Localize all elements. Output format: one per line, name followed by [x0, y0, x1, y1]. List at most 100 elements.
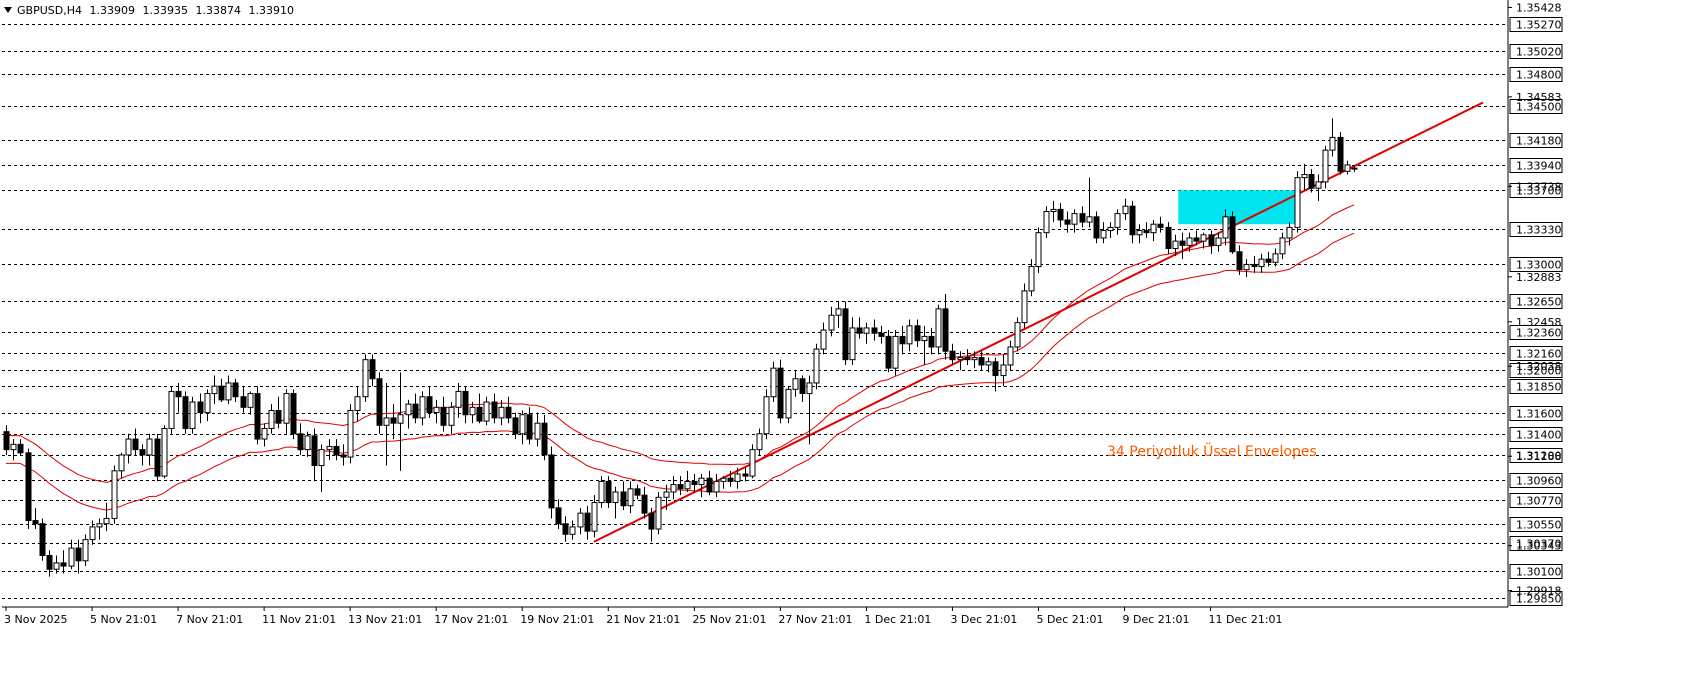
bullish-candle[interactable]: [68, 547, 75, 567]
bullish-candle[interactable]: [684, 480, 691, 490]
bearish-candle[interactable]: [691, 480, 698, 486]
bullish-candle[interactable]: [985, 361, 992, 366]
bearish-candle[interactable]: [1229, 216, 1236, 253]
bullish-candle[interactable]: [161, 427, 168, 477]
bearish-candle[interactable]: [333, 445, 340, 456]
bearish-candle[interactable]: [1064, 219, 1071, 225]
bullish-candle[interactable]: [10, 443, 17, 451]
bearish-candle[interactable]: [25, 452, 32, 522]
bullish-candle[interactable]: [247, 393, 254, 408]
bullish-candle[interactable]: [1172, 240, 1179, 250]
bearish-candle[interactable]: [942, 308, 949, 352]
bearish-candle[interactable]: [290, 393, 297, 435]
bearish-candle[interactable]: [426, 396, 433, 414]
bullish-candle[interactable]: [1272, 253, 1279, 263]
bearish-candle[interactable]: [476, 406, 483, 422]
bullish-candle[interactable]: [1215, 237, 1222, 246]
bullish-candle[interactable]: [820, 329, 827, 350]
bullish-candle[interactable]: [756, 433, 763, 451]
bullish-candle[interactable]: [118, 454, 125, 472]
bullish-candle[interactable]: [1329, 136, 1336, 151]
bullish-candle[interactable]: [1107, 226, 1114, 232]
bullish-candle[interactable]: [261, 427, 268, 440]
bullish-candle[interactable]: [383, 417, 390, 426]
bullish-candle[interactable]: [125, 438, 132, 456]
bullish-candle[interactable]: [1279, 237, 1286, 255]
bullish-candle[interactable]: [1222, 216, 1229, 239]
bullish-candle[interactable]: [770, 367, 777, 398]
bearish-candle[interactable]: [1079, 213, 1086, 223]
bullish-candle[interactable]: [89, 526, 96, 541]
bullish-candle[interactable]: [1186, 237, 1193, 246]
bullish-candle[interactable]: [82, 539, 89, 562]
bearish-candle[interactable]: [275, 409, 282, 424]
bearish-candle[interactable]: [197, 401, 204, 414]
bearish-candle[interactable]: [3, 431, 10, 451]
bullish-candle[interactable]: [655, 496, 662, 530]
bullish-candle[interactable]: [304, 435, 311, 451]
bullish-candle[interactable]: [1258, 258, 1265, 268]
bearish-candle[interactable]: [978, 357, 985, 366]
bearish-candle[interactable]: [175, 390, 182, 398]
bullish-candle[interactable]: [971, 357, 978, 361]
bullish-candle[interactable]: [569, 526, 576, 535]
bearish-candle[interactable]: [491, 401, 498, 419]
bullish-candle[interactable]: [397, 414, 404, 424]
bearish-candle[interactable]: [928, 335, 935, 348]
trendline-line[interactable]: [593, 101, 1484, 543]
bearish-candle[interactable]: [992, 361, 999, 377]
bearish-candle[interactable]: [1193, 237, 1200, 242]
bullish-candle[interactable]: [1150, 223, 1157, 234]
bullish-candle[interactable]: [921, 335, 928, 342]
demand-zone-rect[interactable]: [1178, 190, 1301, 225]
bearish-candle[interactable]: [555, 507, 562, 525]
bullish-candle[interactable]: [1122, 205, 1129, 215]
bullish-candle[interactable]: [347, 409, 354, 458]
bullish-candle[interactable]: [806, 382, 813, 395]
bullish-candle[interactable]: [168, 390, 175, 429]
bearish-candle[interactable]: [390, 417, 397, 424]
bearish-candle[interactable]: [1337, 136, 1344, 172]
bearish-candle[interactable]: [1208, 234, 1215, 246]
bearish-candle[interactable]: [1057, 208, 1064, 221]
bullish-candle[interactable]: [849, 327, 856, 361]
bearish-candle[interactable]: [620, 491, 627, 507]
bearish-candle[interactable]: [462, 390, 469, 416]
bullish-candle[interactable]: [835, 308, 842, 316]
bullish-candle[interactable]: [53, 562, 60, 570]
bullish-candle[interactable]: [111, 470, 118, 519]
bullish-candle[interactable]: [1000, 364, 1007, 377]
bearish-candle[interactable]: [17, 443, 24, 454]
bullish-candle[interactable]: [455, 390, 462, 408]
bearish-candle[interactable]: [727, 477, 734, 482]
bullish-candle[interactable]: [1071, 213, 1078, 225]
bearish-candle[interactable]: [526, 414, 533, 440]
bullish-candle[interactable]: [103, 517, 110, 525]
bearish-candle[interactable]: [240, 396, 247, 408]
bearish-candle[interactable]: [1165, 226, 1172, 250]
bullish-candle[interactable]: [405, 403, 412, 416]
bearish-candle[interactable]: [254, 393, 261, 440]
bullish-candle[interactable]: [670, 484, 677, 493]
bullish-candle[interactable]: [534, 422, 541, 440]
bearish-candle[interactable]: [871, 327, 878, 334]
bearish-candle[interactable]: [1157, 223, 1164, 228]
bearish-candle[interactable]: [541, 422, 548, 456]
bearish-candle[interactable]: [340, 454, 347, 458]
bearish-candle[interactable]: [777, 367, 784, 419]
bullish-candle[interactable]: [189, 401, 196, 429]
bearish-candle[interactable]: [218, 385, 225, 401]
bullish-candle[interactable]: [318, 449, 325, 467]
bullish-candle[interactable]: [1344, 164, 1351, 172]
bearish-candle[interactable]: [369, 359, 376, 380]
bearish-candle[interactable]: [297, 433, 304, 451]
bearish-candle[interactable]: [842, 308, 849, 361]
bullish-candle[interactable]: [469, 406, 476, 416]
bearish-candle[interactable]: [1308, 173, 1315, 189]
bullish-candle[interactable]: [1294, 177, 1301, 228]
envelope-annotation-label[interactable]: 34 Periyotluk Üssel Envelopes: [1107, 442, 1317, 460]
bearish-candle[interactable]: [1236, 251, 1243, 271]
bullish-candle[interactable]: [785, 388, 792, 419]
bullish-candle[interactable]: [1301, 173, 1308, 179]
